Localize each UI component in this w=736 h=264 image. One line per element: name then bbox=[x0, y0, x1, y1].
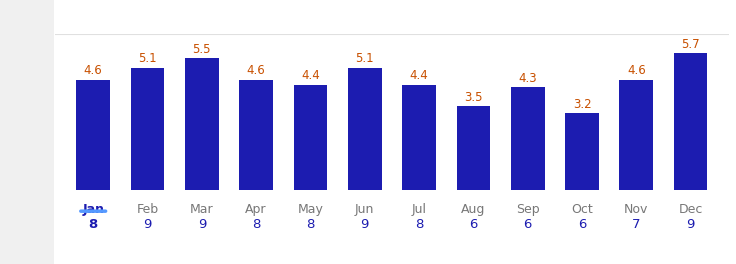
Text: Jan: Jan bbox=[82, 202, 105, 215]
Text: 9: 9 bbox=[198, 218, 206, 231]
Bar bbox=[565, 114, 599, 190]
Text: 3.2: 3.2 bbox=[573, 98, 591, 111]
Text: Apr: Apr bbox=[245, 202, 267, 215]
Text: Oct: Oct bbox=[571, 202, 593, 215]
Text: 8: 8 bbox=[252, 218, 261, 231]
Text: 4.6: 4.6 bbox=[627, 64, 645, 77]
Text: 5.5: 5.5 bbox=[193, 43, 211, 56]
Text: 6: 6 bbox=[523, 218, 532, 231]
Bar bbox=[185, 58, 219, 190]
Bar bbox=[673, 54, 707, 190]
Text: 4.4: 4.4 bbox=[410, 69, 428, 82]
Text: 9: 9 bbox=[687, 218, 695, 231]
Bar bbox=[456, 106, 490, 190]
Text: 8: 8 bbox=[306, 218, 315, 231]
Text: Nov: Nov bbox=[624, 202, 648, 215]
Text: 5.1: 5.1 bbox=[355, 53, 374, 65]
Text: 4.3: 4.3 bbox=[518, 72, 537, 85]
Bar bbox=[294, 85, 328, 190]
Text: 8: 8 bbox=[88, 218, 98, 231]
Bar bbox=[131, 68, 164, 190]
Text: Sep: Sep bbox=[516, 202, 539, 215]
Text: Feb: Feb bbox=[136, 202, 158, 215]
Bar bbox=[403, 85, 436, 190]
Text: 7: 7 bbox=[632, 218, 640, 231]
Text: May: May bbox=[297, 202, 323, 215]
Text: Jun: Jun bbox=[355, 202, 375, 215]
Text: Mar: Mar bbox=[190, 202, 213, 215]
Text: Jul: Jul bbox=[411, 202, 427, 215]
Text: 9: 9 bbox=[144, 218, 152, 231]
Text: 5.1: 5.1 bbox=[138, 53, 157, 65]
Text: Dec: Dec bbox=[679, 202, 703, 215]
Text: 4.6: 4.6 bbox=[247, 64, 266, 77]
Bar bbox=[239, 80, 273, 190]
Bar bbox=[77, 80, 110, 190]
Text: 3.5: 3.5 bbox=[464, 91, 483, 104]
Text: 9: 9 bbox=[361, 218, 369, 231]
Bar bbox=[511, 87, 545, 190]
Bar bbox=[348, 68, 381, 190]
Text: 4.4: 4.4 bbox=[301, 69, 320, 82]
Text: 8: 8 bbox=[415, 218, 423, 231]
Text: 6: 6 bbox=[469, 218, 478, 231]
Text: 6: 6 bbox=[578, 218, 586, 231]
Text: 4.6: 4.6 bbox=[84, 64, 102, 77]
Text: 5.7: 5.7 bbox=[682, 38, 700, 51]
Bar bbox=[620, 80, 653, 190]
Text: Aug: Aug bbox=[461, 202, 486, 215]
